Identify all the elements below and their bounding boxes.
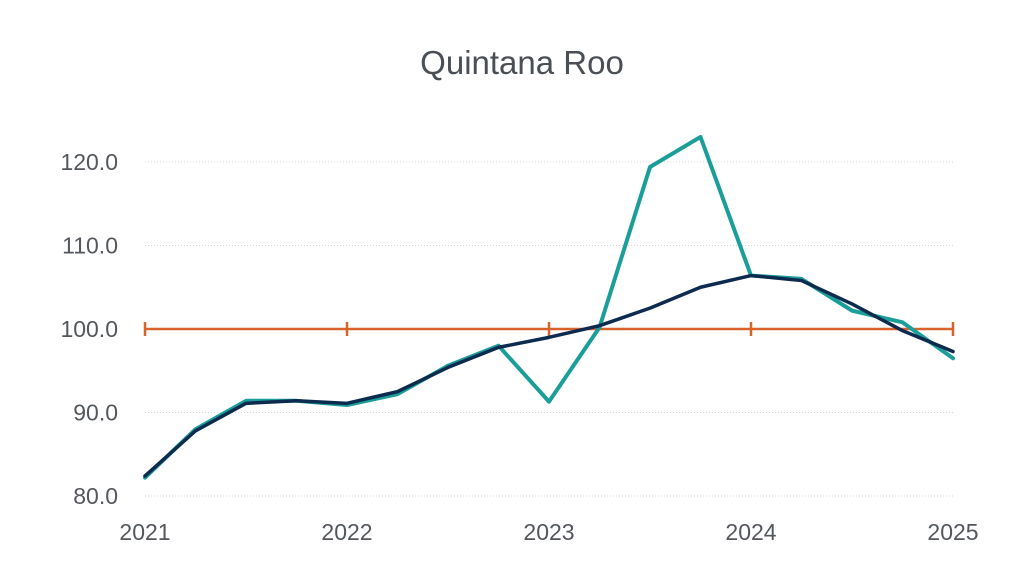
x-axis-tick-labels: 2021 2022 2023 2024 2025 (119, 519, 978, 545)
y-tick-label: 80.0 (73, 483, 118, 509)
x-tick-label: 2025 (927, 519, 978, 545)
x-tick-label: 2022 (321, 519, 372, 545)
x-tick-label: 2021 (119, 519, 170, 545)
y-tick-label: 120.0 (60, 149, 118, 175)
y-tick-label: 100.0 (60, 316, 118, 342)
y-tick-label: 90.0 (73, 400, 118, 426)
y-axis-tick-labels: 80.0 90.0 100.0 110.0 120.0 (60, 149, 118, 509)
reference-series (143, 322, 955, 336)
series-line-teal (143, 134, 955, 480)
data-series (143, 134, 955, 480)
chart-title: Quintana Roo (420, 44, 624, 81)
x-tick-label: 2023 (523, 519, 574, 545)
y-tick-label: 110.0 (62, 233, 118, 259)
series-line-navy (143, 273, 955, 478)
x-tick-label: 2024 (725, 519, 776, 545)
